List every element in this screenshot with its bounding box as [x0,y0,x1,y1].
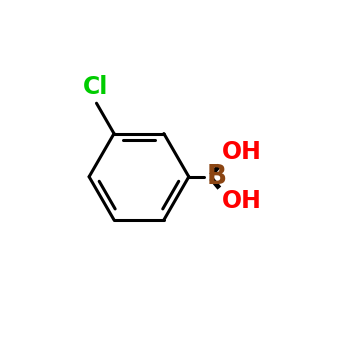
Text: Cl: Cl [83,75,108,99]
Text: OH: OH [222,189,262,214]
Text: OH: OH [222,140,262,164]
Text: B: B [206,164,226,190]
